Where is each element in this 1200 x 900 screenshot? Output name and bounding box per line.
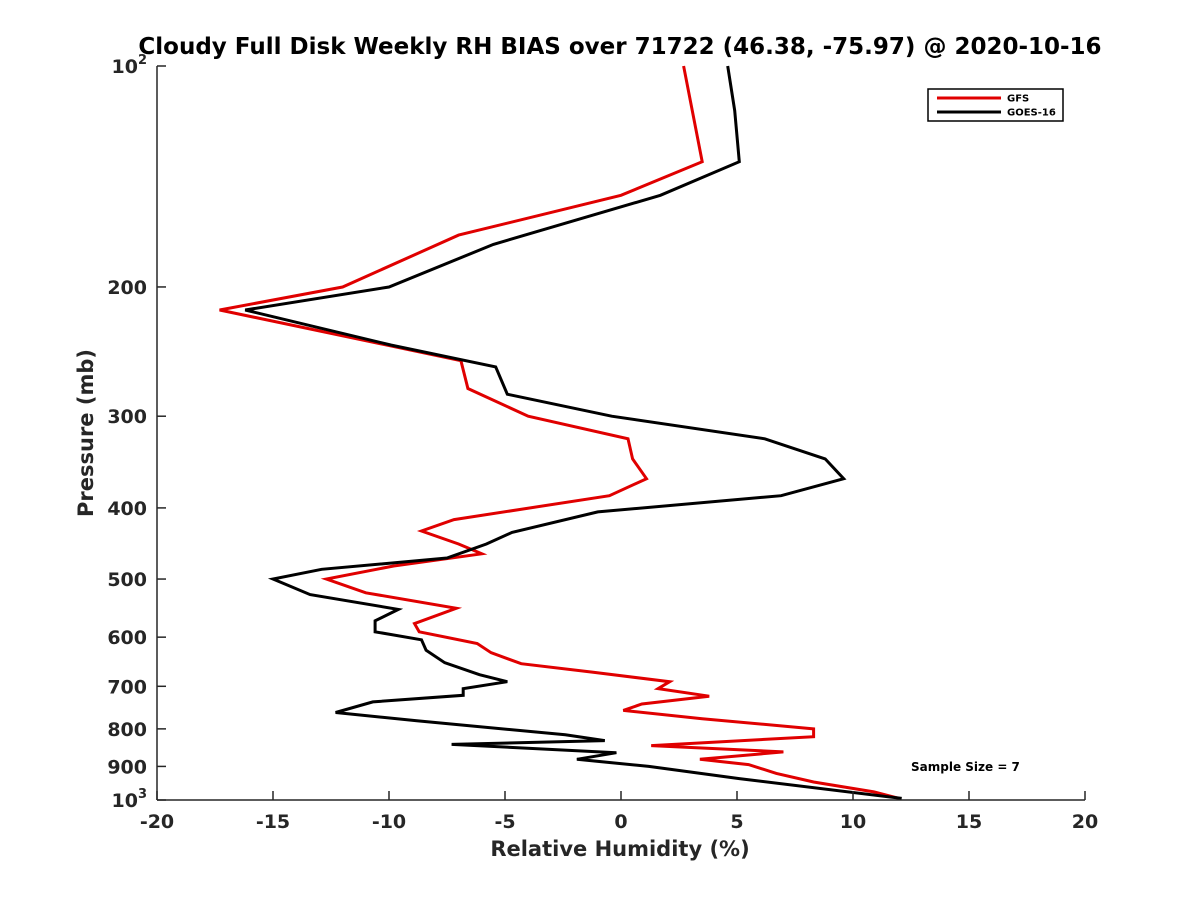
x-tick-label: -10: [372, 811, 406, 833]
x-tick-label: -5: [494, 811, 515, 833]
x-tick-label: 0: [614, 811, 627, 833]
x-tick-label: 15: [956, 811, 982, 833]
y-tick-label: 800: [107, 719, 147, 741]
axes-background: [157, 66, 1085, 800]
x-tick-label: 10: [840, 811, 866, 833]
chart-title: Cloudy Full Disk Weekly RH BIAS over 717…: [138, 34, 1101, 60]
y-tick-label: 102: [112, 53, 148, 78]
y-tick-label: 700: [107, 676, 147, 698]
y-tick-label: 400: [107, 498, 147, 520]
series-layer: [219, 65, 902, 800]
x-axis-label: Relative Humidity (%): [490, 837, 749, 861]
y-tick-label: 900: [107, 756, 147, 778]
legend-box: [927, 88, 1064, 122]
legend: GFS GOES-16: [927, 88, 1064, 122]
y-tick-label: 500: [107, 569, 147, 591]
legend-label-goes16: GOES-16: [1007, 108, 1056, 119]
x-tick-label: 20: [1072, 811, 1098, 833]
y-ticks: 102 200 300 400 500 600 700 800 900 103: [107, 53, 166, 812]
legend-label-gfs: GFS: [1007, 94, 1029, 105]
x-tick-label: -20: [140, 811, 174, 833]
x-ticks: -20 -15 -10 -5 0 5 10 15 20: [140, 791, 1098, 833]
y-tick-label: 200: [107, 277, 147, 299]
y-tick-label: 300: [107, 406, 147, 428]
y-tick-label: 600: [107, 627, 147, 649]
y-axis-label: Pressure (mb): [74, 349, 98, 517]
series-line-gfs: [219, 65, 900, 800]
x-tick-label: -15: [256, 811, 290, 833]
series-line-goes16: [244, 65, 902, 800]
x-tick-label: 5: [730, 811, 743, 833]
y-tick-label: 103: [112, 787, 148, 812]
sample-size-annotation: Sample Size = 7: [911, 760, 1020, 774]
plot-area: -20 -15 -10 -5 0 5 10 15 20 102 200 300 400 500 600 70…: [107, 53, 1098, 833]
